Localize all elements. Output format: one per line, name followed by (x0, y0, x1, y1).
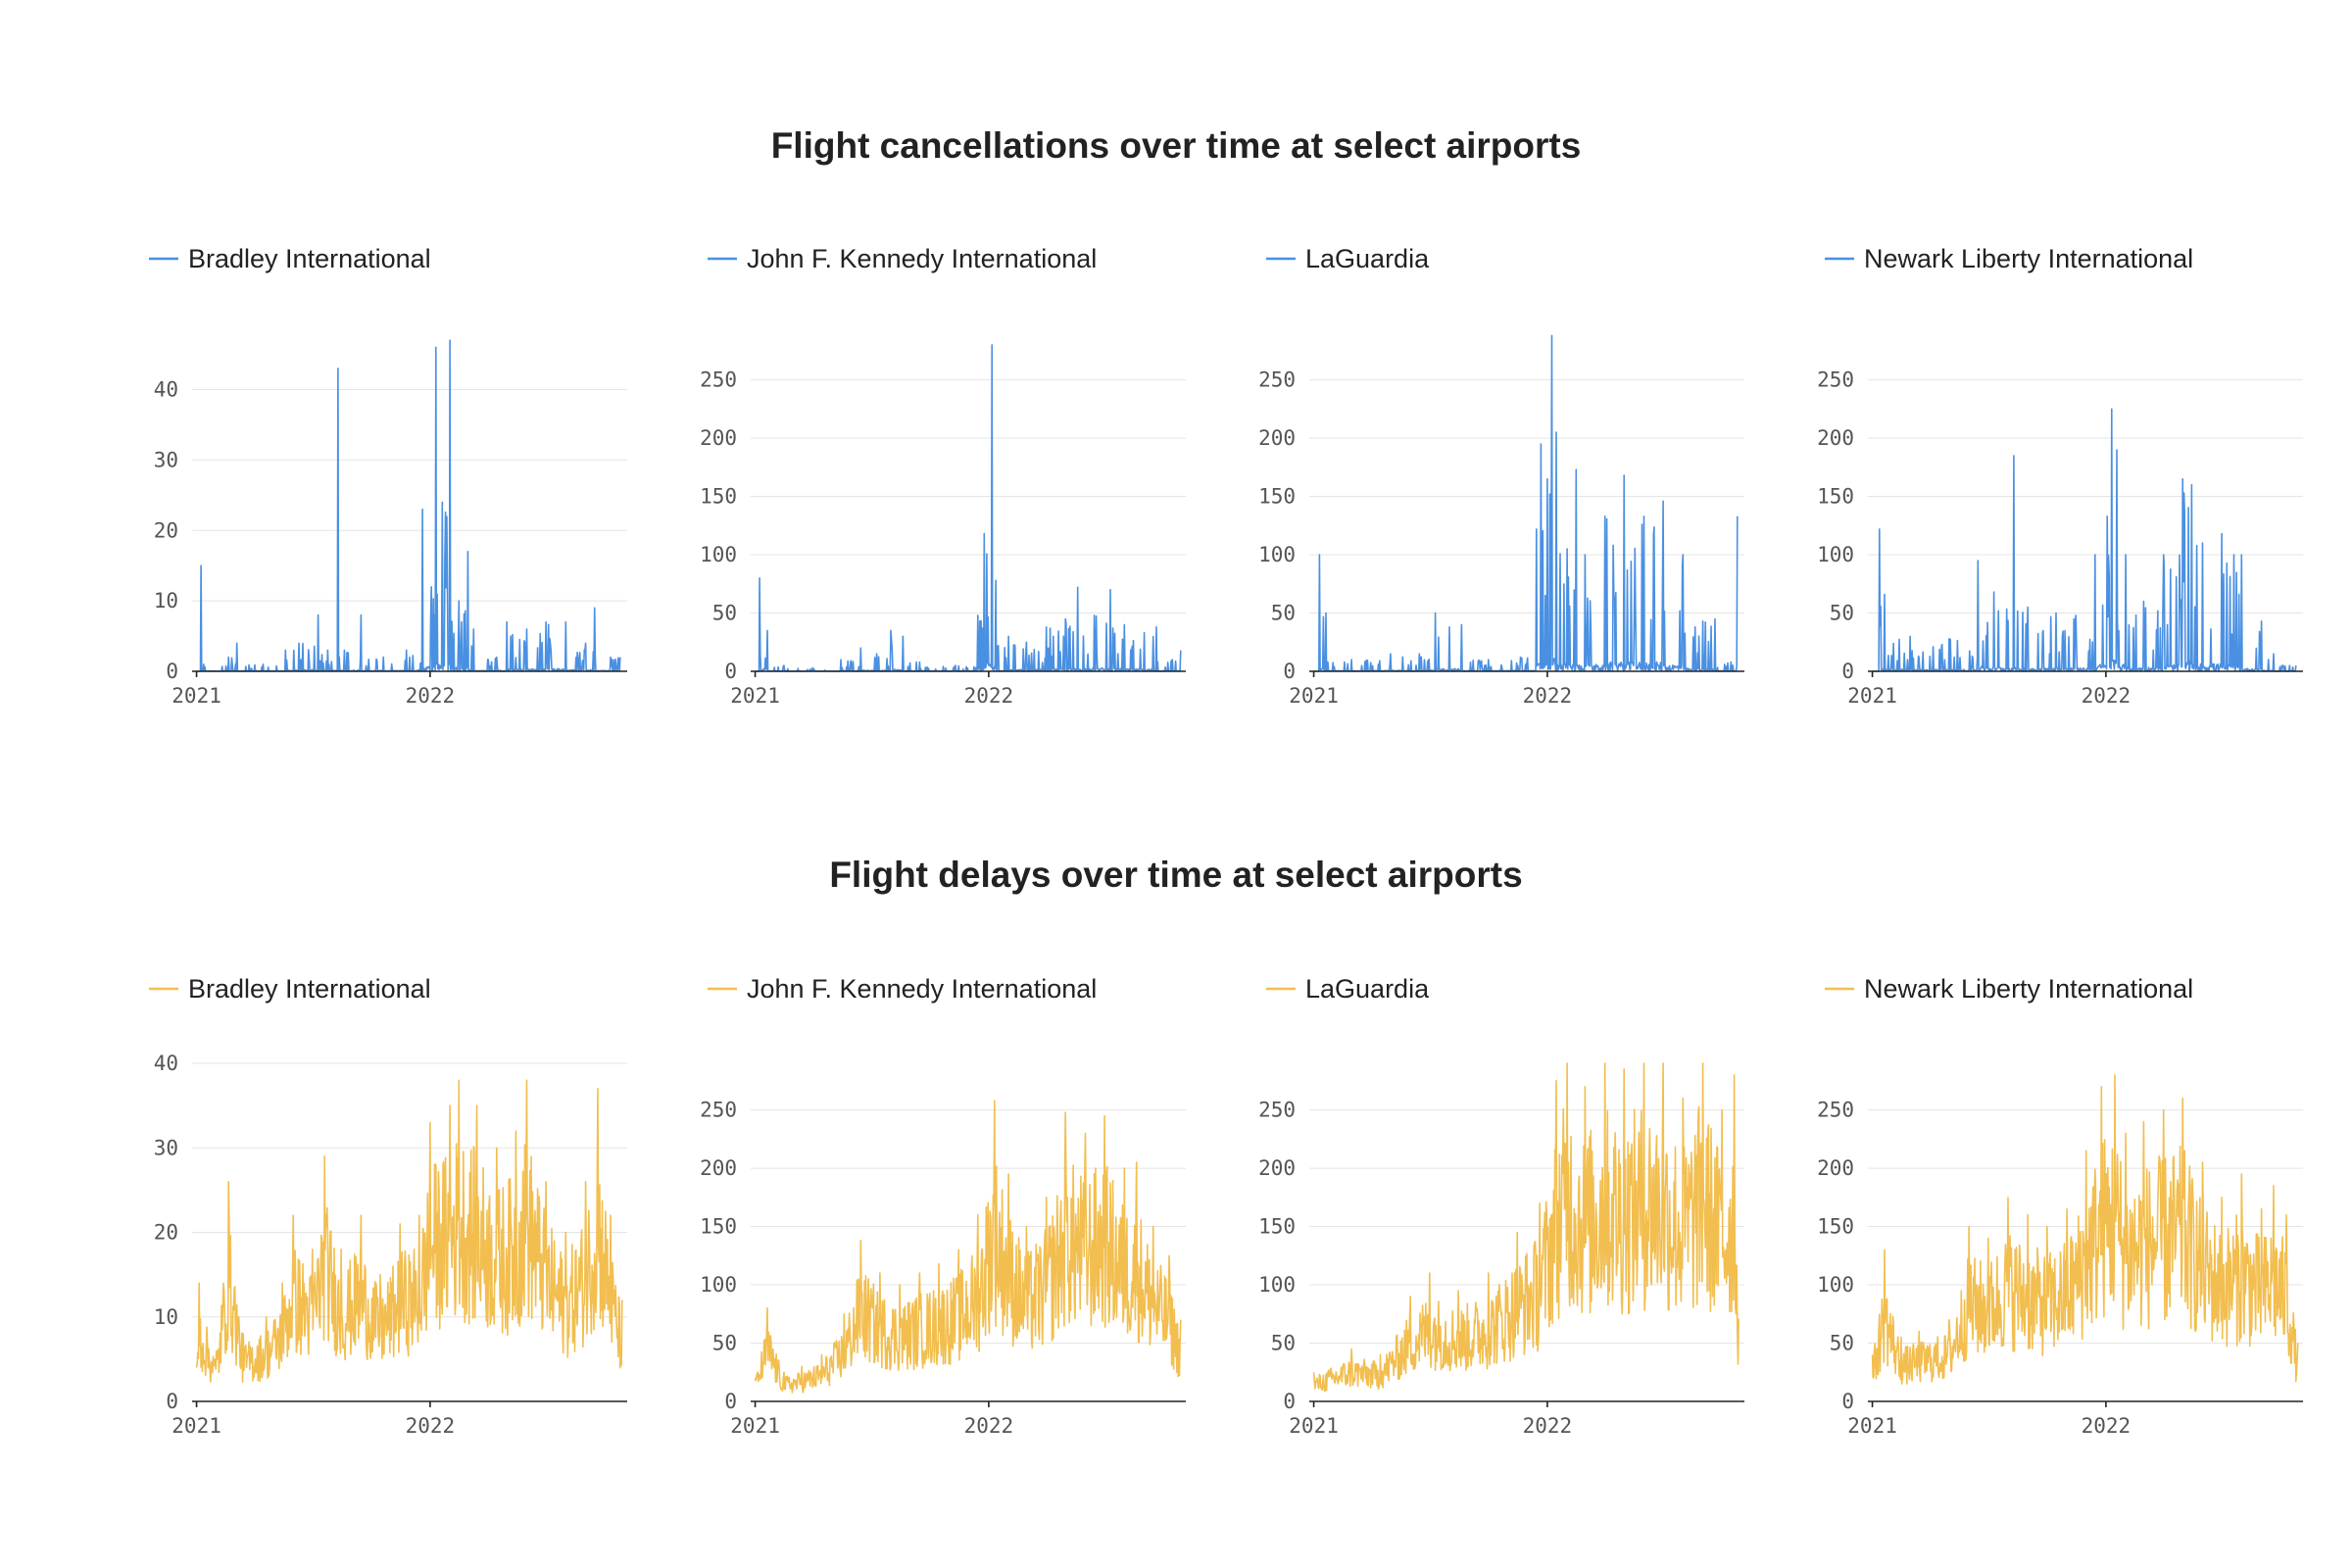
delays-jfk-chart: John F. Kennedy International 0 50 100 150 20… (700, 974, 1186, 1438)
cancellations-john-f-kennedy-international-y-tick-label: 50 (712, 602, 737, 625)
cancellations-bradley-international-x-tick-label: 2022 (406, 684, 456, 708)
delays-john-f-kennedy-international-y-tick-label: 100 (700, 1273, 737, 1297)
cancellations-john-f-kennedy-international-y-tick-label: 200 (700, 426, 737, 450)
delays-john-f-kennedy-international-y-tick-label: 250 (700, 1099, 737, 1122)
delays-newark-liberty-international-x-tick-label: 2021 (1847, 1414, 1897, 1438)
delays-laguardia-x-tick-label: 2022 (1523, 1414, 1573, 1438)
cancellations-bradley-international-x-tick-label: 2021 (172, 684, 221, 708)
delays-newark-liberty-international-legend-label: Newark Liberty International (1864, 974, 2193, 1004)
delays-newark-chart: Newark Liberty International 0 50 100 150 200… (1817, 974, 2303, 1438)
delays-john-f-kennedy-international-x-tick-label: 2022 (964, 1414, 1014, 1438)
delays-laguardia-y-tick-label: 100 (1258, 1273, 1296, 1297)
cancellations-john-f-kennedy-international-series-line (755, 344, 1182, 672)
cancellations-bradley-chart: Bradley International 0 10 20 30 40 2021 2022 (149, 244, 627, 708)
cancellations-laguardia-y-tick-label: 250 (1258, 368, 1296, 392)
delays-john-f-kennedy-international-y-tick-label: 200 (700, 1156, 737, 1180)
delays-bradley-chart: Bradley International 0 10 20 30 40 2021 2022 (149, 974, 627, 1438)
cancellations-newark-liberty-international-legend-label: Newark Liberty International (1864, 244, 2193, 273)
cancellations-john-f-kennedy-international-legend-label: John F. Kennedy International (747, 244, 1097, 273)
cancellations-newark-chart: Newark Liberty International 0 50 100 150 200… (1817, 244, 2303, 708)
delays-laguardia-series-line (1312, 1062, 1740, 1393)
cancellations-laguardia-y-tick-label: 100 (1258, 543, 1296, 566)
delays-section-title: Flight delays over time at select airpor… (829, 855, 1523, 895)
cancellations-newark-liberty-international-x-tick-label: 2022 (2082, 684, 2132, 708)
delays-john-f-kennedy-international-y-tick-label: 0 (724, 1390, 737, 1413)
cancellations-laguardia-legend-label: LaGuardia (1305, 244, 1430, 273)
cancellations-newark-liberty-international-x-tick-label: 2021 (1847, 684, 1897, 708)
delays-laguardia-y-tick-label: 50 (1271, 1332, 1296, 1355)
delays-bradley-international-x-tick-label: 2021 (172, 1414, 221, 1438)
delays-bradley-international-y-tick-label: 20 (154, 1221, 178, 1245)
cancellations-laguardia-x-tick-label: 2022 (1523, 684, 1573, 708)
delays-bradley-international-legend-label: Bradley International (188, 974, 431, 1004)
delays-john-f-kennedy-international-y-tick-label: 150 (700, 1215, 737, 1239)
cancellations-jfk-chart: John F. Kennedy International 0 50 100 150 20… (700, 244, 1186, 708)
cancellations-laguardia-y-tick-label: 0 (1283, 660, 1296, 683)
delays-newark-liberty-international-y-tick-label: 50 (1830, 1332, 1854, 1355)
cancellations-laguardia-y-tick-label: 50 (1271, 602, 1296, 625)
cancellations-newark-liberty-international-y-tick-label: 0 (1841, 660, 1854, 683)
delays-bradley-international-y-tick-label: 0 (166, 1390, 178, 1413)
cancellations-john-f-kennedy-international-x-tick-label: 2022 (964, 684, 1014, 708)
delays-bradley-international-y-tick-label: 40 (154, 1052, 178, 1075)
cancellations-laguardia-x-tick-label: 2021 (1289, 684, 1339, 708)
delays-newark-liberty-international-y-tick-label: 200 (1817, 1156, 1854, 1180)
cancellations-newark-liberty-international-y-tick-label: 250 (1817, 368, 1854, 392)
cancellations-bradley-international-y-tick-label: 40 (154, 378, 178, 402)
delays-laguardia-chart: LaGuardia 0 50 100 150 200 250 2021 2022 (1258, 974, 1744, 1438)
delays-bradley-international-x-tick-label: 2022 (406, 1414, 456, 1438)
cancellations-john-f-kennedy-international-y-tick-label: 150 (700, 485, 737, 509)
delays-john-f-kennedy-international-legend-label: John F. Kennedy International (747, 974, 1097, 1004)
delays-newark-liberty-international-series-line (1871, 1074, 2299, 1385)
delays-laguardia-y-tick-label: 250 (1258, 1099, 1296, 1122)
delays-john-f-kennedy-international-series-line (754, 1100, 1182, 1394)
cancellations-laguardia-chart: LaGuardia 0 50 100 150 200 250 2021 2022 (1258, 244, 1744, 708)
delays-laguardia-y-tick-label: 150 (1258, 1215, 1296, 1239)
cancellations-john-f-kennedy-international-x-tick-label: 2021 (730, 684, 780, 708)
delays-bradley-international-series-line (195, 1079, 623, 1383)
cancellations-section-title: Flight cancellations over time at select… (770, 125, 1582, 166)
delays-john-f-kennedy-international-x-tick-label: 2021 (730, 1414, 780, 1438)
delays-laguardia-legend-label: LaGuardia (1305, 974, 1430, 1004)
cancellations-john-f-kennedy-international-y-tick-label: 0 (724, 660, 737, 683)
delays-laguardia-y-tick-label: 0 (1283, 1390, 1296, 1413)
cancellations-john-f-kennedy-international-y-tick-label: 250 (700, 368, 737, 392)
delays-newark-liberty-international-y-tick-label: 100 (1817, 1273, 1854, 1297)
cancellations-bradley-international-legend-label: Bradley International (188, 244, 431, 273)
cancellations-bradley-international-y-tick-label: 30 (154, 448, 178, 471)
cancellations-newark-liberty-international-series-line (1872, 408, 2297, 672)
cancellations-john-f-kennedy-international-y-tick-label: 100 (700, 543, 737, 566)
delays-laguardia-x-tick-label: 2021 (1289, 1414, 1339, 1438)
delays-bradley-international-y-tick-label: 10 (154, 1305, 178, 1329)
cancellations-laguardia-y-tick-label: 200 (1258, 426, 1296, 450)
delays-newark-liberty-international-x-tick-label: 2022 (2082, 1414, 2132, 1438)
delays-john-f-kennedy-international-y-tick-label: 50 (712, 1332, 737, 1355)
delays-newark-liberty-international-y-tick-label: 150 (1817, 1215, 1854, 1239)
delays-newark-liberty-international-y-tick-label: 0 (1841, 1390, 1854, 1413)
cancellations-bradley-international-y-tick-label: 10 (154, 589, 178, 612)
cancellations-laguardia-y-tick-label: 150 (1258, 485, 1296, 509)
cancellations-bradley-international-y-tick-label: 0 (166, 660, 178, 683)
cancellations-newark-liberty-international-y-tick-label: 100 (1817, 543, 1854, 566)
cancellations-newark-liberty-international-y-tick-label: 50 (1830, 602, 1854, 625)
delays-bradley-international-y-tick-label: 30 (154, 1136, 178, 1159)
cancellations-laguardia-series-line (1313, 334, 1739, 672)
delays-laguardia-y-tick-label: 200 (1258, 1156, 1296, 1180)
cancellations-newark-liberty-international-y-tick-label: 150 (1817, 485, 1854, 509)
cancellations-bradley-international-y-tick-label: 20 (154, 518, 178, 542)
cancellations-newark-liberty-international-y-tick-label: 200 (1817, 426, 1854, 450)
delays-newark-liberty-international-y-tick-label: 250 (1817, 1099, 1854, 1122)
